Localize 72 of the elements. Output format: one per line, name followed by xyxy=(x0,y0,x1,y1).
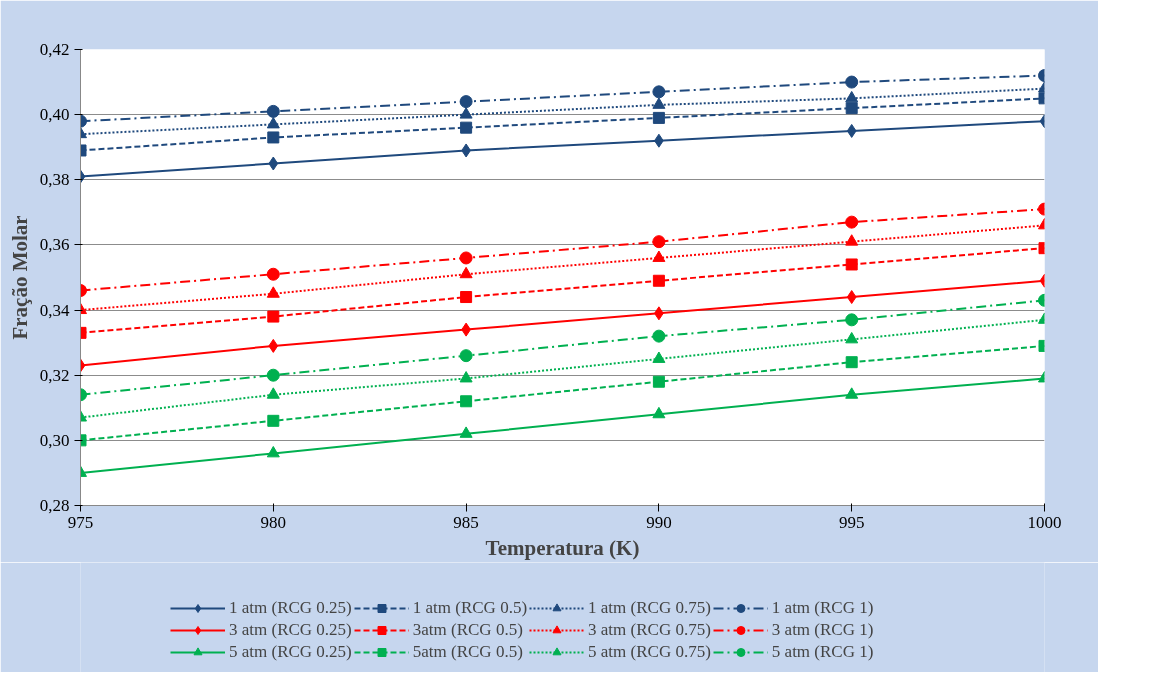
point xyxy=(652,375,665,388)
point xyxy=(652,85,666,99)
y-axis-title: Fração Molar xyxy=(7,215,32,340)
point xyxy=(268,338,279,353)
point xyxy=(267,310,280,323)
point xyxy=(266,445,280,458)
point xyxy=(652,235,666,249)
x-tick-label: 975 xyxy=(67,512,94,532)
point xyxy=(845,313,859,327)
point xyxy=(267,131,280,144)
point xyxy=(459,371,473,383)
point xyxy=(266,368,280,382)
legend-label: 1 atm (RCG 0.5) xyxy=(412,598,528,618)
point xyxy=(652,351,666,363)
point xyxy=(652,111,665,124)
legend-label: 3 atm (RCG 1) xyxy=(771,620,874,640)
x-tick-label: 990 xyxy=(646,512,672,532)
point xyxy=(267,414,280,427)
point xyxy=(459,349,473,363)
legend-label: 1 atm (RCG 0.75) xyxy=(588,598,711,618)
x-tick-label: 980 xyxy=(260,512,287,532)
point xyxy=(459,266,473,279)
legend-label: 3atm (RCG 0.5) xyxy=(412,620,523,640)
point xyxy=(845,75,859,89)
point xyxy=(266,116,280,129)
y-tick-label: 0,30 xyxy=(39,430,70,450)
point xyxy=(845,102,858,115)
legend-label: 1 atm (RCG 1) xyxy=(771,598,874,618)
point xyxy=(266,387,280,399)
y-tick-label: 0,40 xyxy=(39,105,70,125)
y-tick-label: 0,28 xyxy=(39,496,70,515)
x-axis-title: Temperatura (K) xyxy=(485,535,640,560)
legend-label: 5 atm (RCG 0.75) xyxy=(588,642,711,662)
point xyxy=(845,356,858,369)
point xyxy=(266,286,280,298)
legend-label: 5atm (RCG 0.5) xyxy=(412,642,523,662)
point xyxy=(652,97,666,109)
point xyxy=(845,215,859,229)
x-tick-label: 985 xyxy=(453,512,479,532)
point xyxy=(459,95,473,109)
point xyxy=(460,395,473,408)
point xyxy=(459,107,473,119)
point xyxy=(460,121,473,134)
point xyxy=(845,387,859,399)
point xyxy=(266,267,280,281)
point xyxy=(845,331,859,344)
point xyxy=(845,90,859,103)
y-tick-label: 0,34 xyxy=(39,300,70,320)
x-tick-label: 1000 xyxy=(1027,512,1062,532)
legend-label: 5 atm (RCG 1) xyxy=(771,642,874,662)
legend-label: 1 atm (RCG 0.25) xyxy=(229,598,352,618)
x-tick-label: 995 xyxy=(838,512,865,532)
point xyxy=(846,290,857,305)
point xyxy=(268,156,279,171)
point xyxy=(652,250,666,262)
point xyxy=(460,291,473,304)
y-tick-label: 0,42 xyxy=(39,40,70,59)
point xyxy=(846,123,857,138)
point xyxy=(266,104,280,118)
point xyxy=(459,426,473,438)
legend-label: 3 atm (RCG 0.75) xyxy=(588,620,711,640)
legend-label: 3 atm (RCG 0.25) xyxy=(229,620,352,640)
point xyxy=(652,329,666,343)
point xyxy=(845,234,859,246)
y-tick-label: 0,38 xyxy=(39,170,70,190)
y-tick-label: 0,32 xyxy=(39,365,70,385)
y-tick-label: 0,36 xyxy=(39,235,70,255)
point xyxy=(652,274,665,287)
point xyxy=(652,406,666,419)
point xyxy=(845,258,858,271)
legend-label: 5 atm (RCG 0.25) xyxy=(229,642,352,662)
point xyxy=(459,251,473,265)
